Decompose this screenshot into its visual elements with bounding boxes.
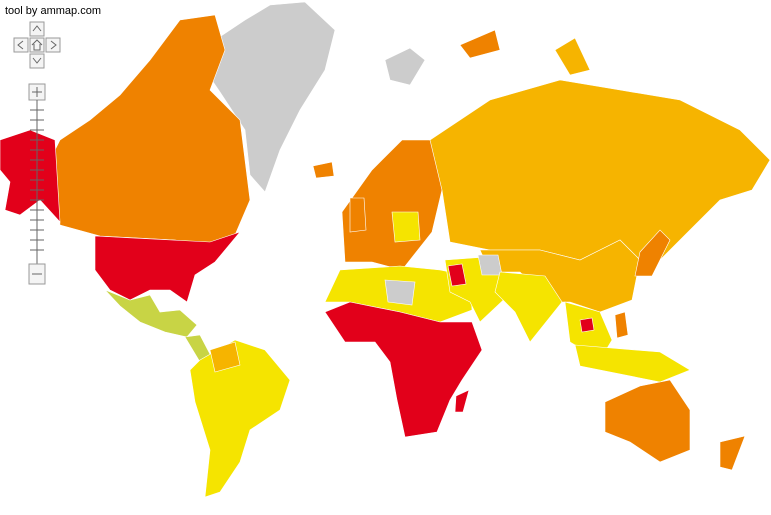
madagascar[interactable] bbox=[454, 389, 470, 413]
russia[interactable] bbox=[429, 79, 771, 261]
south-america-orange[interactable] bbox=[209, 341, 241, 373]
zoom-control bbox=[28, 83, 46, 285]
map-areas bbox=[0, 1, 771, 498]
indonesia[interactable] bbox=[574, 344, 691, 383]
pan-up[interactable] bbox=[29, 21, 45, 37]
usa[interactable] bbox=[94, 231, 241, 303]
pan-left[interactable] bbox=[13, 37, 29, 53]
mexico[interactable] bbox=[104, 289, 198, 338]
pan-control bbox=[13, 21, 61, 69]
central-europe[interactable] bbox=[391, 211, 421, 243]
cambodia[interactable] bbox=[579, 317, 595, 333]
iceland[interactable] bbox=[312, 161, 335, 179]
pan-right[interactable] bbox=[45, 37, 61, 53]
north-africa-gray[interactable] bbox=[384, 279, 416, 306]
south-america[interactable] bbox=[189, 339, 291, 498]
zoom-slider[interactable] bbox=[30, 100, 44, 264]
credit[interactable]: tool by ammap.com bbox=[5, 5, 101, 17]
philippines[interactable] bbox=[614, 311, 629, 339]
pan-down[interactable] bbox=[29, 53, 45, 69]
arctic-islands[interactable] bbox=[384, 47, 426, 86]
iraq[interactable] bbox=[447, 263, 467, 287]
gray-asia[interactable] bbox=[477, 254, 503, 276]
sub-saharan-africa[interactable] bbox=[324, 301, 483, 438]
alaska[interactable] bbox=[0, 129, 61, 223]
australia[interactable] bbox=[604, 379, 691, 463]
uk[interactable] bbox=[349, 197, 367, 233]
russia-arctic[interactable] bbox=[459, 29, 501, 59]
new-zealand[interactable] bbox=[719, 435, 746, 471]
canada[interactable] bbox=[54, 14, 251, 246]
india[interactable] bbox=[494, 271, 563, 343]
russia-arctic-2[interactable] bbox=[554, 37, 591, 76]
central-asia-china[interactable] bbox=[479, 239, 641, 313]
japan[interactable] bbox=[634, 229, 671, 277]
